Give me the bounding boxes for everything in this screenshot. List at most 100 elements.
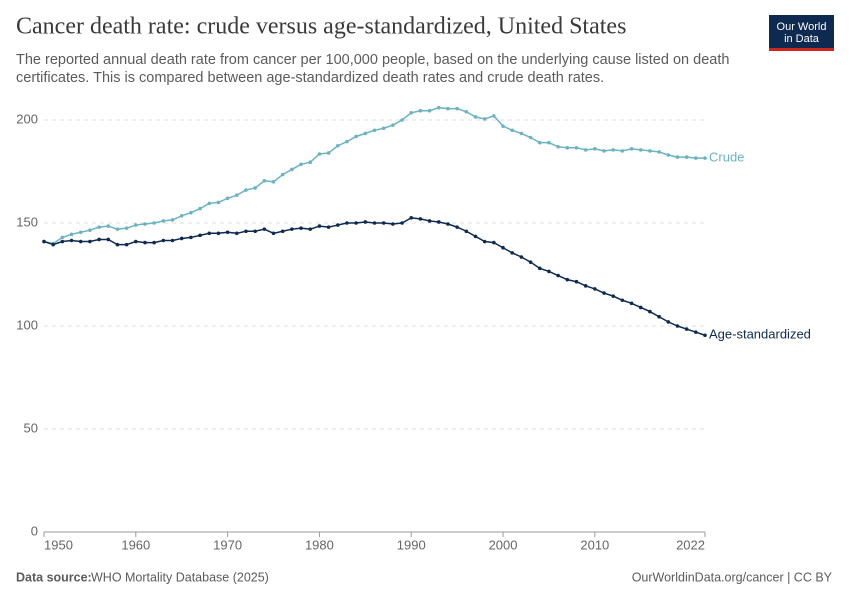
point	[189, 235, 193, 240]
point	[198, 233, 202, 238]
point	[703, 156, 707, 160]
logo-bar	[769, 48, 834, 51]
point	[381, 126, 386, 131]
point	[326, 225, 331, 229]
point	[354, 134, 358, 139]
point	[253, 186, 257, 190]
point	[684, 155, 689, 159]
point	[409, 216, 414, 220]
point	[134, 223, 138, 227]
point	[271, 231, 276, 236]
x-tick-label: 2000	[489, 537, 518, 552]
point	[455, 225, 459, 229]
url[interactable]: OurWorldinData.org/cancer | CC BY	[632, 570, 833, 584]
point	[510, 128, 515, 133]
point	[565, 146, 570, 150]
point	[317, 152, 322, 156]
point	[152, 221, 156, 225]
point	[611, 294, 615, 298]
point	[97, 225, 101, 229]
point	[161, 238, 166, 243]
point	[42, 239, 46, 244]
point	[473, 115, 478, 119]
source-label: Data source:	[16, 570, 92, 584]
point	[611, 148, 615, 152]
point	[666, 153, 671, 157]
point	[583, 284, 588, 288]
logo[interactable]: Our World in Data	[769, 15, 834, 51]
point	[308, 227, 313, 231]
series-line	[43, 217, 706, 336]
point	[161, 219, 166, 223]
point	[574, 279, 579, 284]
subtitle: certificates. This is compared between a…	[16, 70, 604, 86]
point	[372, 221, 377, 225]
point	[234, 193, 239, 197]
point	[537, 140, 542, 145]
point	[528, 135, 533, 140]
point	[455, 106, 459, 111]
point	[602, 291, 606, 295]
point	[675, 324, 680, 328]
logo-text: Our World	[777, 21, 827, 33]
point	[60, 239, 65, 244]
point	[143, 240, 147, 245]
point	[556, 273, 560, 278]
point	[446, 106, 450, 111]
point	[684, 327, 689, 331]
point	[427, 219, 432, 223]
point	[88, 228, 92, 233]
point	[345, 139, 349, 144]
point	[189, 210, 193, 215]
point	[253, 229, 257, 234]
y-tick-label: 0	[31, 523, 38, 538]
point	[519, 131, 524, 136]
point	[262, 178, 267, 183]
point	[124, 226, 129, 230]
point	[299, 226, 303, 230]
point	[363, 220, 368, 224]
point	[179, 236, 184, 241]
point	[473, 234, 478, 239]
x-tick-label: 1970	[213, 537, 242, 552]
point	[391, 123, 395, 127]
series-label: Crude	[709, 150, 744, 165]
point	[345, 221, 349, 225]
point	[134, 239, 138, 244]
y-tick-label: 200	[16, 111, 38, 126]
point	[234, 231, 239, 236]
point	[69, 232, 74, 237]
point	[556, 144, 560, 149]
source: WHO Mortality Database (2025)	[91, 570, 269, 584]
point	[492, 114, 496, 118]
point	[124, 242, 129, 247]
point	[78, 239, 83, 244]
point	[666, 320, 671, 324]
point	[446, 222, 450, 226]
point	[694, 330, 698, 334]
point	[583, 148, 588, 152]
point	[501, 245, 505, 250]
y-tick-label: 50	[24, 420, 38, 435]
x-tick-label: 2010	[580, 537, 609, 552]
point	[620, 149, 625, 153]
point	[244, 229, 248, 234]
point	[106, 224, 111, 228]
point	[271, 180, 276, 184]
point	[335, 223, 340, 227]
point	[464, 109, 469, 114]
point	[60, 235, 65, 240]
x-tick-label: 1980	[305, 537, 334, 552]
point	[648, 149, 652, 153]
point	[207, 201, 212, 206]
point	[280, 172, 285, 177]
point	[363, 131, 368, 136]
point	[115, 242, 120, 247]
y-tick-label: 100	[16, 317, 38, 332]
point	[703, 333, 707, 338]
x-tick-label: 2022	[676, 537, 705, 552]
point	[657, 150, 661, 154]
point	[675, 155, 680, 159]
point	[694, 156, 698, 160]
point	[400, 118, 404, 122]
